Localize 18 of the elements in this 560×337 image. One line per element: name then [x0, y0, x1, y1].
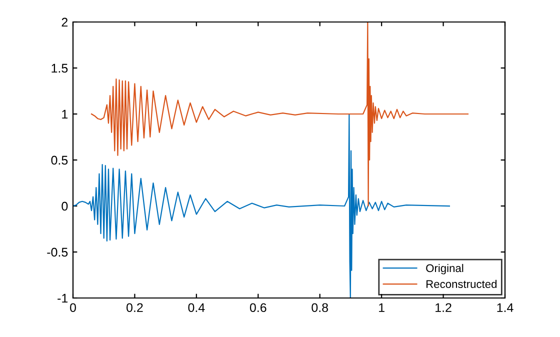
y-tick-label: 1.5	[52, 64, 68, 73]
x-tick-label: 0.6	[250, 303, 266, 312]
x-tick-label: 0.2	[126, 303, 143, 312]
y-tick-label: 0	[62, 202, 68, 211]
y-tick-label: -1	[58, 294, 68, 303]
x-tick-label: 1.2	[436, 303, 452, 312]
x-tick-label: 0.4	[188, 303, 205, 312]
line-series	[90, 22, 469, 207]
legend-label: Reconstructed	[426, 280, 497, 288]
y-tick-label: 0.5	[51, 156, 68, 165]
x-tick-label: 1	[379, 303, 384, 312]
x-tick-label: 0	[70, 303, 76, 312]
y-tick-label: 1	[62, 110, 68, 119]
x-tick-label: 1.4	[497, 303, 514, 312]
y-tick-label: -0.5	[47, 248, 68, 257]
legend-label: Original	[426, 264, 464, 274]
y-tick-label: 2	[62, 18, 68, 27]
x-tick-label: 0.8	[312, 303, 328, 312]
